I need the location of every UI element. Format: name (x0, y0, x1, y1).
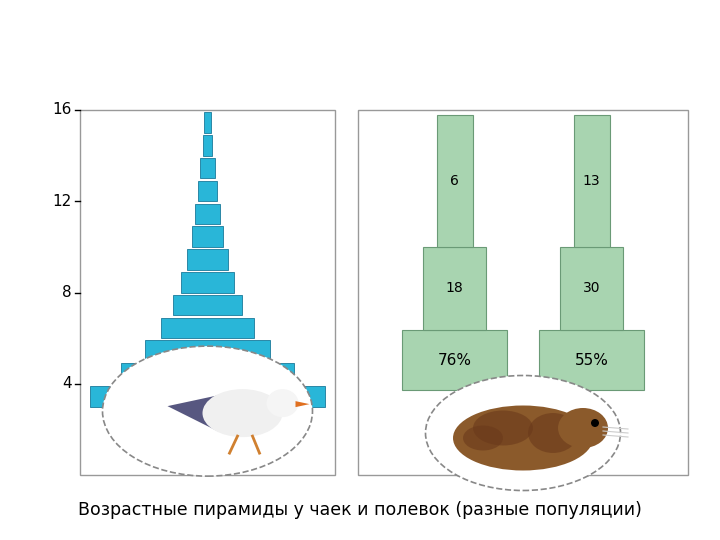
Bar (80, 110, 335, 475)
Ellipse shape (473, 410, 533, 445)
Bar (402, 330, 507, 390)
Bar (560, 247, 623, 330)
Ellipse shape (463, 426, 503, 450)
Bar (195, 204, 220, 224)
Ellipse shape (591, 419, 599, 427)
Bar (145, 340, 270, 361)
Text: 18: 18 (446, 281, 464, 295)
Bar (574, 115, 610, 247)
Ellipse shape (528, 413, 578, 453)
Polygon shape (168, 391, 277, 431)
Text: 13: 13 (582, 174, 600, 188)
Text: 30: 30 (582, 281, 600, 295)
Bar (173, 295, 242, 315)
Bar (187, 249, 228, 269)
Text: 55%: 55% (575, 353, 608, 368)
Text: Возрастные пирамиды у чаек и полевок (разные популяции): Возрастные пирамиды у чаек и полевок (ра… (78, 501, 642, 519)
Text: 76%: 76% (438, 353, 472, 368)
Text: 16: 16 (53, 103, 72, 118)
Ellipse shape (426, 375, 621, 490)
Ellipse shape (266, 389, 299, 417)
Bar (192, 226, 223, 247)
Bar (423, 247, 486, 330)
Bar (198, 181, 217, 201)
Text: 12: 12 (53, 194, 72, 209)
Bar (161, 318, 254, 338)
Bar (204, 112, 211, 133)
Text: 8: 8 (63, 285, 72, 300)
Ellipse shape (558, 408, 608, 448)
Text: 6: 6 (450, 174, 459, 188)
Bar (203, 135, 212, 156)
Bar (436, 115, 472, 247)
Ellipse shape (163, 386, 292, 446)
Bar (200, 158, 215, 178)
Bar (539, 330, 644, 390)
Text: 4: 4 (63, 376, 72, 392)
Bar (90, 386, 325, 407)
Bar (181, 272, 234, 293)
Ellipse shape (453, 406, 593, 470)
Ellipse shape (102, 346, 312, 476)
Bar (358, 110, 688, 475)
Bar (122, 363, 294, 384)
Ellipse shape (202, 389, 282, 437)
Polygon shape (295, 401, 310, 407)
